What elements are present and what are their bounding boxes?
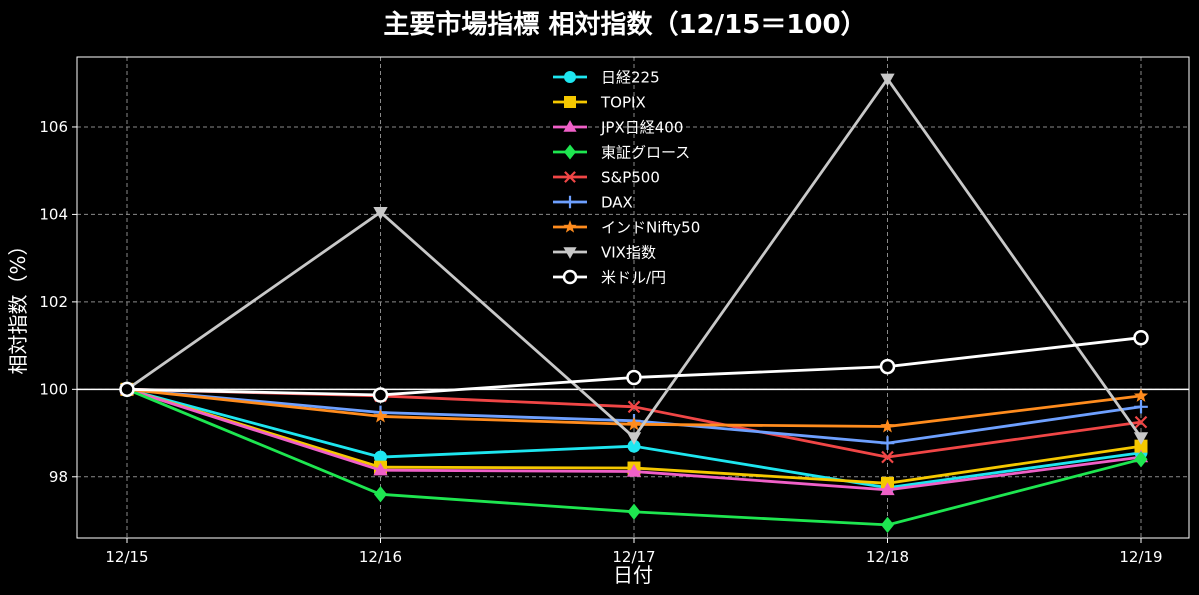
data-point xyxy=(881,450,894,464)
legend-marker xyxy=(563,247,577,259)
legend-item: VIX指数 xyxy=(553,244,656,262)
legend-item: 米ドル/円 xyxy=(553,269,666,287)
legend-item: TOPIX xyxy=(553,94,646,112)
data-point xyxy=(881,516,894,534)
data-point xyxy=(626,464,642,477)
legend-marker xyxy=(564,171,576,183)
legend-marker xyxy=(563,120,577,132)
legend-label: 東証グロース xyxy=(601,144,690,162)
y-tick-label: 104 xyxy=(39,205,68,223)
data-point xyxy=(1133,388,1149,402)
y-tick-label: 98 xyxy=(49,468,68,486)
x-tick-label: 12/17 xyxy=(612,548,655,566)
x-tick-label: 12/16 xyxy=(359,548,402,566)
data-point xyxy=(879,358,896,375)
data-point xyxy=(626,369,642,386)
data-point xyxy=(1133,329,1149,346)
legend-item: インドNifty50 xyxy=(553,219,700,237)
data-point xyxy=(373,409,388,423)
y-tick-label: 102 xyxy=(39,293,68,311)
data-point xyxy=(627,400,641,414)
legend-label: TOPIX xyxy=(600,94,646,112)
data-point xyxy=(1134,399,1148,414)
legend-label: 日経225 xyxy=(601,69,660,87)
data-point xyxy=(626,416,642,431)
legend-marker xyxy=(562,269,578,285)
x-tick-label: 12/18 xyxy=(866,548,909,566)
legend-marker xyxy=(564,71,576,83)
y-tick-labels: 98 100 102 104 106 xyxy=(39,118,77,486)
data-point xyxy=(1134,415,1148,429)
legend: 日経225 TOPIX JPX日経400 東証グロース S&P500 DAX インドNift… xyxy=(553,69,700,287)
data-point xyxy=(1133,432,1149,445)
legend-label: JPX日経400 xyxy=(600,119,683,137)
data-point xyxy=(374,450,387,464)
y-tick-label: 106 xyxy=(39,118,68,136)
data-point xyxy=(627,439,641,453)
x-tick-label: 12/19 xyxy=(1119,548,1162,566)
plot-frame xyxy=(76,56,1190,539)
legend-marker xyxy=(564,96,576,108)
data-point xyxy=(880,73,895,87)
legend-item: 東証グロース xyxy=(553,144,690,162)
data-point xyxy=(880,436,895,450)
series-8 xyxy=(119,329,1149,403)
legend-item: 日経225 xyxy=(553,69,660,87)
y-tick-label: 100 xyxy=(39,380,68,398)
data-point xyxy=(880,482,895,496)
legend-marker xyxy=(563,220,577,233)
data-point xyxy=(1134,439,1148,453)
data-point xyxy=(627,503,641,520)
legend-label: インドNifty50 xyxy=(601,219,700,237)
legend-label: 米ドル/円 xyxy=(601,269,666,287)
chart-title: 主要市場指標 相対指数（12/15＝100） xyxy=(383,9,866,40)
data-point xyxy=(626,432,642,445)
legend-marker xyxy=(563,195,577,209)
data-point xyxy=(372,387,389,403)
legend-item: DAX xyxy=(553,194,633,212)
data-point xyxy=(374,486,387,503)
legend-label: VIX指数 xyxy=(601,244,656,262)
y-axis-label: 相対指数（%） xyxy=(6,235,30,374)
data-point xyxy=(119,381,135,398)
x-axis-label: 日付 xyxy=(613,563,653,587)
series-layer xyxy=(119,73,1149,534)
data-point xyxy=(880,419,895,433)
legend-marker xyxy=(564,144,576,160)
x-tick-label: 12/15 xyxy=(105,548,148,566)
data-point xyxy=(373,207,388,220)
legend-label: S&P500 xyxy=(601,169,660,187)
legend-item: S&P500 xyxy=(553,169,660,187)
legend-item: JPX日経400 xyxy=(553,119,683,137)
data-point xyxy=(373,462,388,476)
legend-label: DAX xyxy=(601,194,633,212)
data-point xyxy=(1134,451,1148,468)
x-tick-labels: 12/15 12/16 12/17 12/18 12/19 xyxy=(105,538,1163,566)
